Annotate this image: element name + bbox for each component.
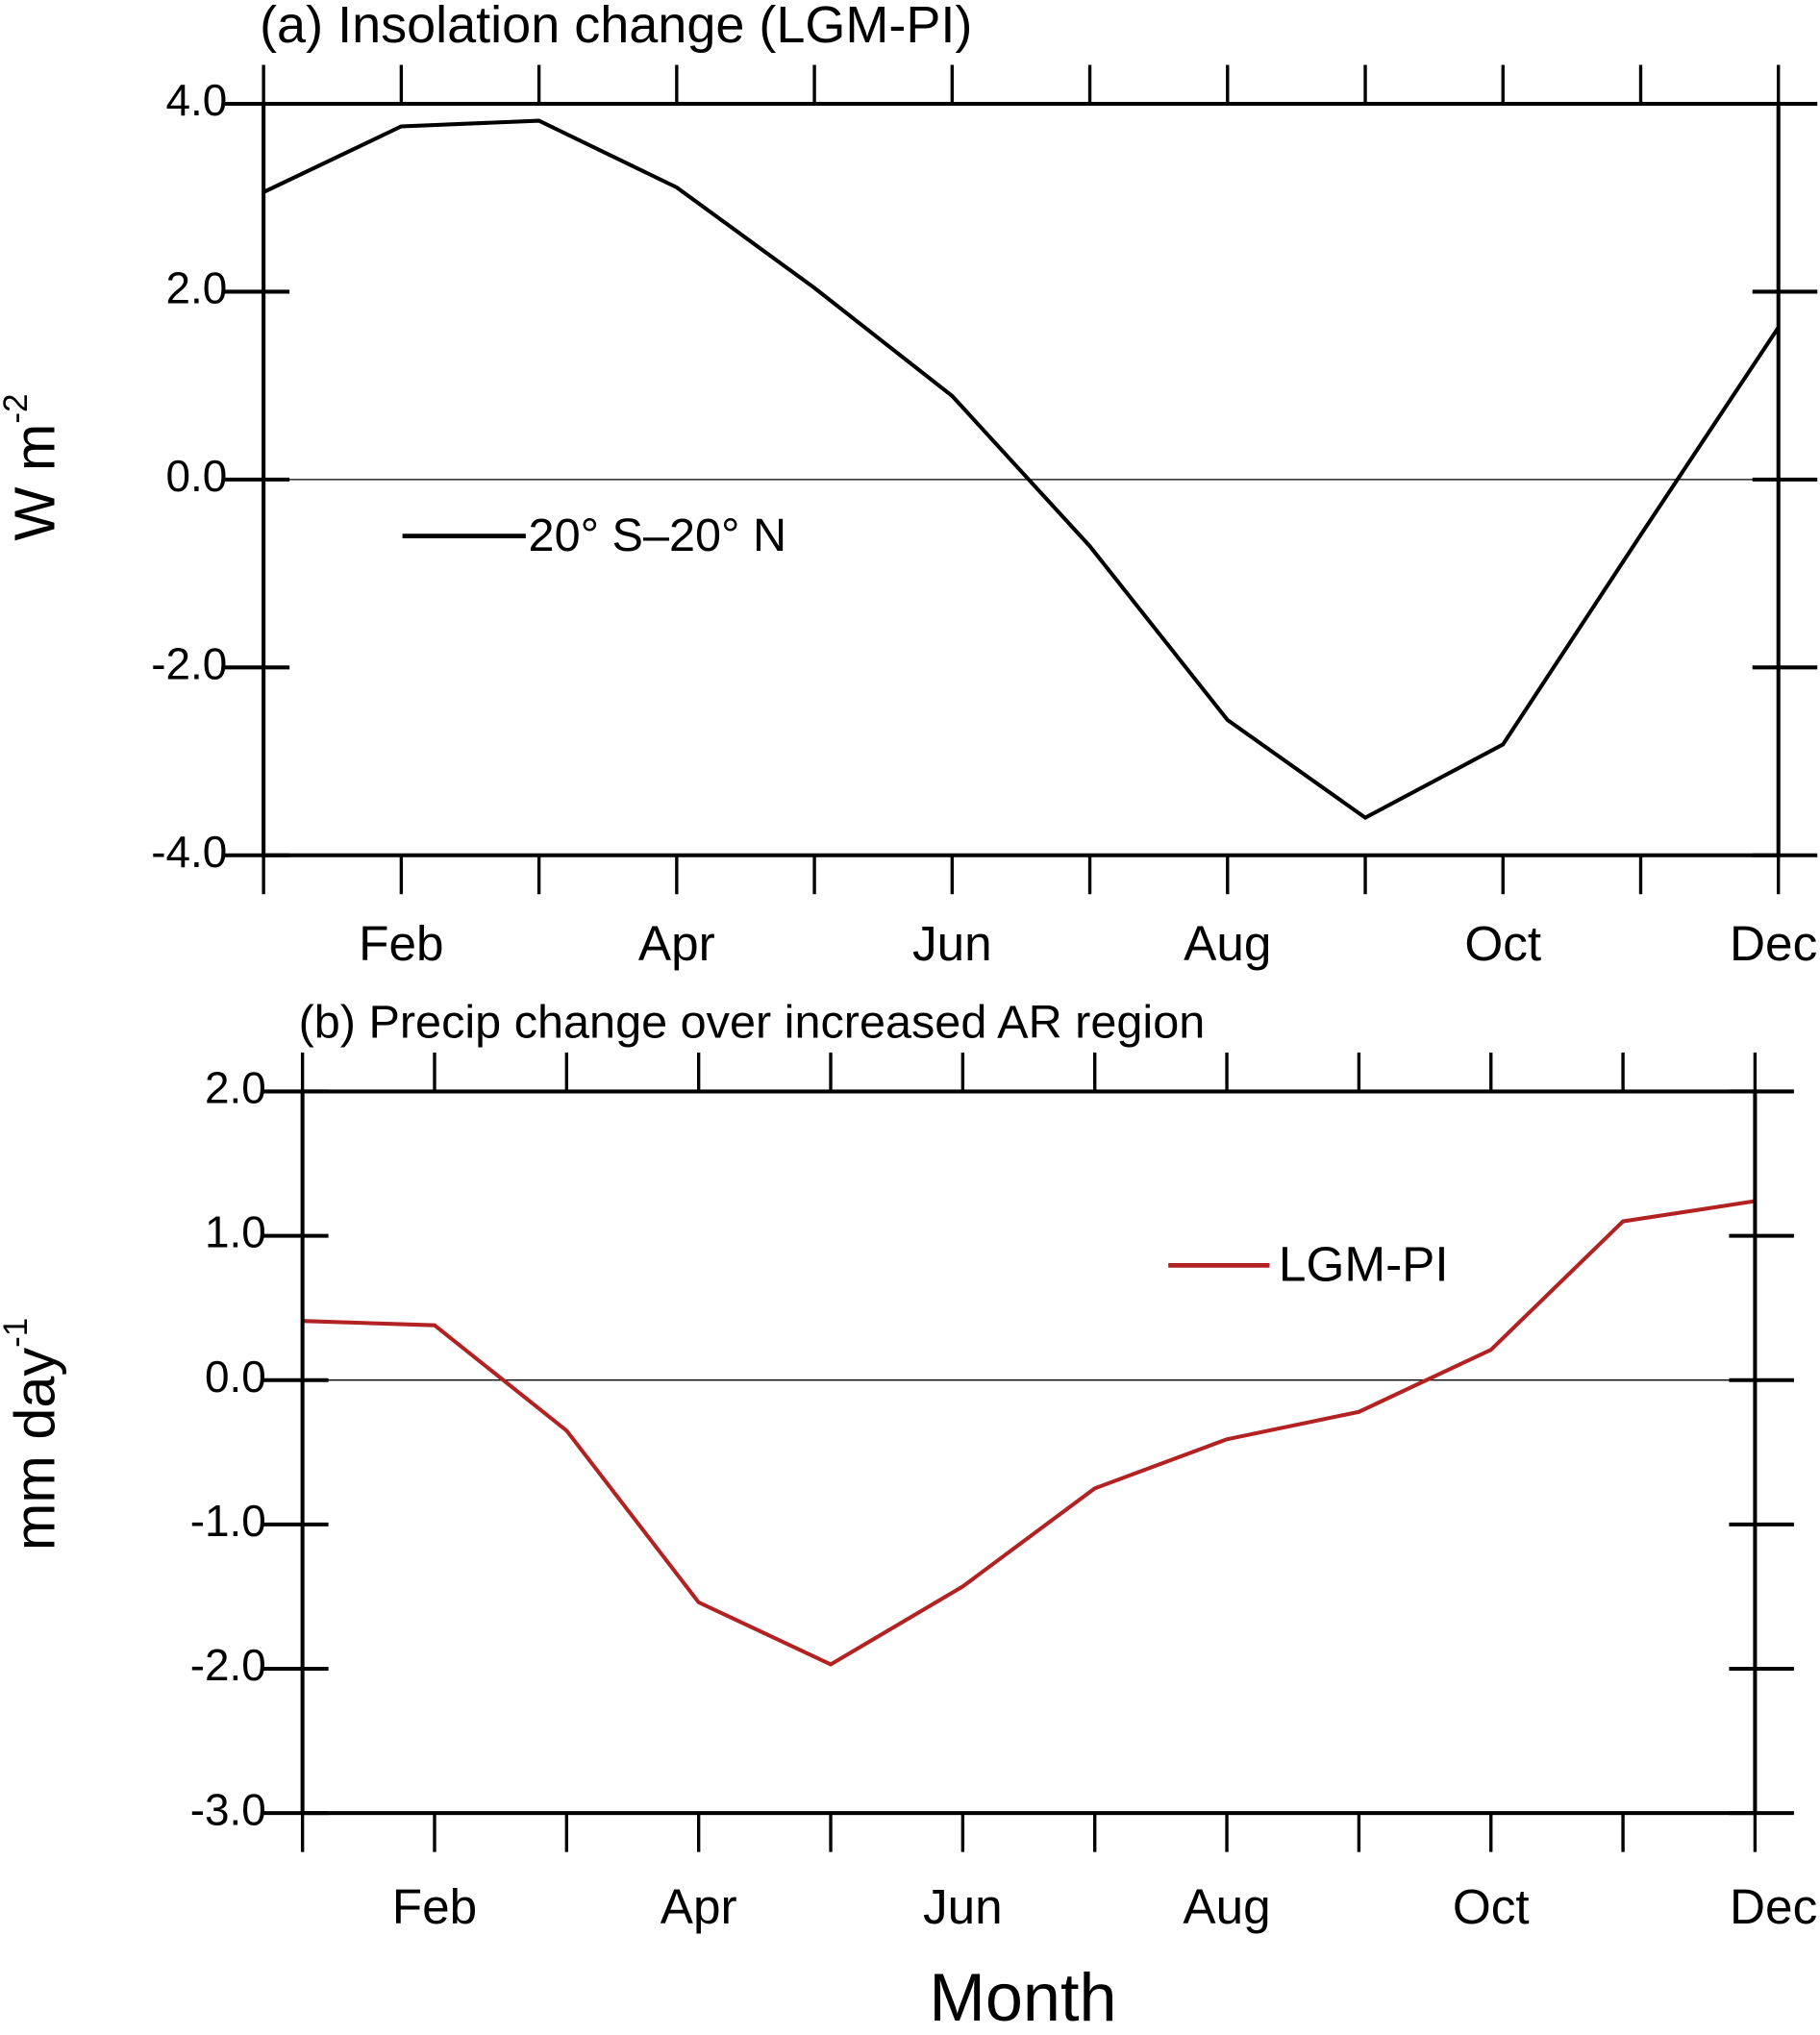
- x-tick-label: Apr: [661, 1879, 737, 1934]
- y-tick-label: 1.0: [205, 1207, 266, 1257]
- y-tick-label: -3.0: [190, 1784, 266, 1834]
- y-tick-label: -4.0: [151, 827, 227, 877]
- x-tick-label: Aug: [1184, 916, 1271, 971]
- legend-label: LGM-PI: [1279, 1237, 1449, 1292]
- x-tick-label: Dec: [1730, 916, 1817, 971]
- x-tick-label: Dec: [1730, 1879, 1817, 1934]
- x-tick-label: Feb: [359, 916, 443, 971]
- y-axis-label-text: W m: [2, 424, 66, 541]
- y-tick-label: -2.0: [190, 1640, 266, 1690]
- x-tick-label: Apr: [638, 916, 715, 971]
- y-tick-label: 2.0: [166, 263, 228, 313]
- y-tick-label: 2.0: [205, 1063, 266, 1113]
- x-tick-label: Oct: [1464, 916, 1541, 971]
- x-tick-label: Aug: [1183, 1879, 1270, 1934]
- x-tick-label: Jun: [923, 1879, 1003, 1934]
- x-tick-label: Feb: [392, 1879, 477, 1934]
- y-axis-label-sup: -1: [0, 1318, 35, 1348]
- x-axis-label: Month: [929, 1959, 1116, 2035]
- chart-title: (b) Precip change over increased AR regi…: [299, 996, 1206, 1048]
- y-axis-label-group: W m-2: [0, 393, 66, 540]
- y-tick-label: 4.0: [166, 75, 228, 125]
- y-axis-label: mm day-1: [0, 1318, 66, 1551]
- y-axis-label-group: mm day-1: [0, 1318, 66, 1551]
- y-tick-label: -2.0: [151, 638, 227, 688]
- chart-title: (a) Insolation change (LGM-PI): [260, 0, 972, 54]
- plot-frame: [300, 1089, 1758, 1816]
- x-tick-label: Oct: [1453, 1879, 1530, 1934]
- legend-label: 20° S–20° N: [529, 509, 786, 561]
- y-axis-label: W m-2: [0, 393, 66, 540]
- x-tick-label: Jun: [912, 916, 992, 971]
- y-axis-label-text: mm day: [2, 1348, 66, 1551]
- data-line: [302, 1199, 1756, 1667]
- y-tick-label: -1.0: [190, 1496, 266, 1546]
- y-tick-label: 0.0: [166, 451, 228, 501]
- y-axis-label-sup: -2: [0, 393, 35, 423]
- plot-frame: [262, 101, 1781, 857]
- data-line: [262, 118, 1781, 821]
- y-tick-label: 0.0: [205, 1352, 266, 1402]
